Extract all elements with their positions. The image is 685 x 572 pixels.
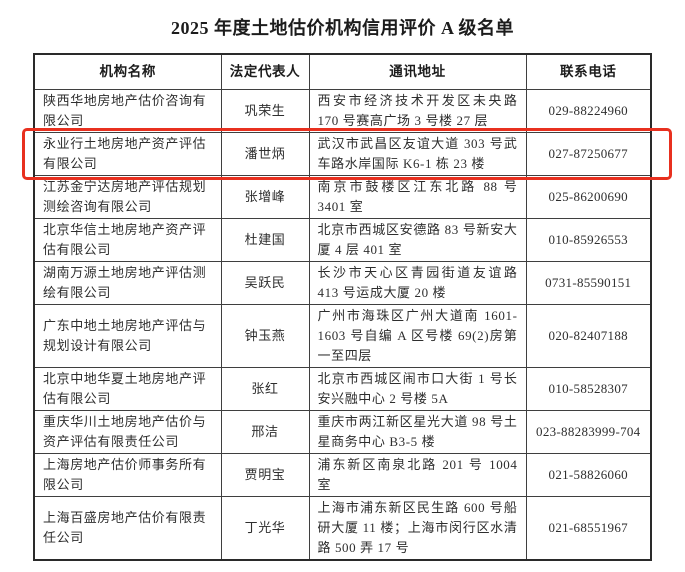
table-container: 机构名称 法定代表人 通讯地址 联系电话 陕西华地房地产估价咨询有限公司 巩荣生… [22,53,672,561]
legal-rep-cell: 张增峰 [220,175,310,219]
org-name-cell: 陕西华地房地产估价咨询有限公司 [33,89,222,133]
legal-rep-cell: 吴跃民 [220,261,310,305]
address-cell: 浦东新区南泉北路 201 号 1004 室 [308,453,527,497]
table-row: 广东中地土地房地产评估与规划设计有限公司 钟玉燕 广州市海珠区广州大道南 160… [33,304,652,368]
address-cell: 南京市鼓楼区江东北路 88 号 3401 室 [308,175,527,219]
address-cell: 武汉市武昌区友谊大道 303 号武车路水岸国际 K6-1 栋 23 楼 [308,132,527,176]
address-cell: 长沙市天心区青园街道友谊路 413 号运成大厦 20 楼 [308,261,527,305]
table-row: 永业行土地房地产资产评估有限公司 潘世炳 武汉市武昌区友谊大道 303 号武车路… [33,132,652,176]
col-header-phone: 联系电话 [525,53,652,90]
org-name-cell: 上海房地产估价师事务所有限公司 [33,453,222,497]
phone-cell: 021-58826060 [525,453,652,497]
phone-cell: 025-86200690 [525,175,652,219]
col-header-org-name: 机构名称 [33,53,222,90]
phone-cell: 023-88283999-704 [525,410,652,454]
address-cell: 重庆市两江新区星光大道 98 号土星商务中心 B3-5 楼 [308,410,527,454]
col-header-address: 通讯地址 [308,53,527,90]
phone-cell: 021-68551967 [525,496,652,561]
phone-cell: 029-88224960 [525,89,652,133]
legal-rep-cell: 潘世炳 [220,132,310,176]
legal-rep-cell: 杜建国 [220,218,310,262]
legal-rep-cell: 丁光华 [220,496,310,561]
legal-rep-cell: 钟玉燕 [220,304,310,368]
org-name-cell: 永业行土地房地产资产评估有限公司 [33,132,222,176]
org-name-cell: 北京中地华夏土地房地产评估有限公司 [33,367,222,411]
table-row: 湖南万源土地房地产评估测绘有限公司 吴跃民 长沙市天心区青园街道友谊路 413 … [33,261,652,305]
legal-rep-cell: 贾明宝 [220,453,310,497]
table-row: 北京华信土地房地产资产评估有限公司 杜建国 北京市西城区安德路 83 号新安大厦… [33,218,652,262]
legal-rep-cell: 张红 [220,367,310,411]
table-row: 上海房地产估价师事务所有限公司 贾明宝 浦东新区南泉北路 201 号 1004 … [33,453,652,497]
phone-cell: 027-87250677 [525,132,652,176]
org-name-cell: 广东中地土地房地产评估与规划设计有限公司 [33,304,222,368]
page-title: 2025 年度土地估价机构信用评价 A 级名单 [170,18,514,38]
table-header-row: 机构名称 法定代表人 通讯地址 联系电话 [33,53,652,90]
address-cell: 上海市浦东新区民生路 600 号船研大厦 11 楼；上海市闵行区水清路 500 … [308,496,527,561]
address-cell: 北京市西城区安德路 83 号新安大厦 4 层 401 室 [308,218,527,262]
address-cell: 广州市海珠区广州大道南 1601-1603 号自编 A 区号楼 69(2)房第一… [308,304,527,368]
legal-rep-cell: 邢洁 [220,410,310,454]
col-header-legal-rep: 法定代表人 [220,53,310,90]
phone-cell: 010-85926553 [525,218,652,262]
org-name-cell: 江苏金宁达房地产评估规划测绘咨询有限公司 [33,175,222,219]
org-name-cell: 重庆华川土地房地产估价与资产评估有限责任公司 [33,410,222,454]
phone-cell: 0731-85590151 [525,261,652,305]
address-cell: 西安市经济技术开发区未央路 170 号赛高广场 3 号楼 27 层 [308,89,527,133]
legal-rep-cell: 巩荣生 [220,89,310,133]
document-page: { "title": "2025 年度土地估价机构信用评价 A 级名单", "c… [0,15,685,572]
table-row: 重庆华川土地房地产估价与资产评估有限责任公司 邢洁 重庆市两江新区星光大道 98… [33,410,652,454]
rating-table: 机构名称 法定代表人 通讯地址 联系电话 陕西华地房地产估价咨询有限公司 巩荣生… [33,53,652,561]
org-name-cell: 湖南万源土地房地产评估测绘有限公司 [33,261,222,305]
table-row: 北京中地华夏土地房地产评估有限公司 张红 北京市西城区闹市口大街 1 号长安兴融… [33,367,652,411]
org-name-cell: 北京华信土地房地产资产评估有限公司 [33,218,222,262]
org-name-cell: 上海百盛房地产估价有限责任公司 [33,496,222,561]
table-row: 上海百盛房地产估价有限责任公司 丁光华 上海市浦东新区民生路 600 号船研大厦… [33,496,652,561]
phone-cell: 020-82407188 [525,304,652,368]
address-cell: 北京市西城区闹市口大街 1 号长安兴融中心 2 号楼 5A [308,367,527,411]
phone-cell: 010-58528307 [525,367,652,411]
table-body: 陕西华地房地产估价咨询有限公司 巩荣生 西安市经济技术开发区未央路 170 号赛… [33,89,652,561]
table-row: 江苏金宁达房地产评估规划测绘咨询有限公司 张增峰 南京市鼓楼区江东北路 88 号… [33,175,652,219]
table-row: 陕西华地房地产估价咨询有限公司 巩荣生 西安市经济技术开发区未央路 170 号赛… [33,89,652,133]
